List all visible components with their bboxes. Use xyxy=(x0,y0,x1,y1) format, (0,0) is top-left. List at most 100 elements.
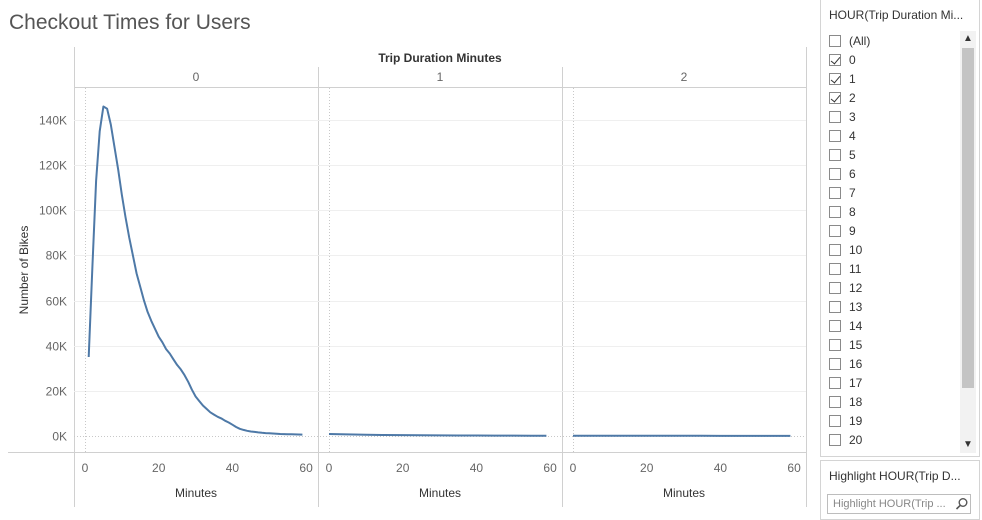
filter-item-label: 12 xyxy=(849,281,862,295)
series-line-panel-1 xyxy=(329,434,546,436)
x-axis-title: Minutes xyxy=(663,486,705,500)
scroll-thumb[interactable] xyxy=(962,48,974,388)
filter-item-19[interactable]: 19 xyxy=(829,411,959,430)
filter-item-7[interactable]: 7 xyxy=(829,183,959,202)
filter-item-10[interactable]: 10 xyxy=(829,240,959,259)
x-tick-label: 60 xyxy=(787,461,801,475)
filter-item-20[interactable]: 20 xyxy=(829,430,959,449)
filter-item-label: 13 xyxy=(849,300,862,314)
filter-item-15[interactable]: 15 xyxy=(829,335,959,354)
highlight-title: Highlight HOUR(Trip D... xyxy=(829,469,975,483)
filter-item-label: 7 xyxy=(849,186,856,200)
filter-checkbox[interactable] xyxy=(829,73,841,85)
filter-checkbox[interactable] xyxy=(829,339,841,351)
filter-item-16[interactable]: 16 xyxy=(829,354,959,373)
filter-item-3[interactable]: 3 xyxy=(829,107,959,126)
column-header-title: Trip Duration Minutes xyxy=(378,51,502,65)
filter-checkbox[interactable] xyxy=(829,187,841,199)
filter-item-label: 15 xyxy=(849,338,862,352)
filter-item-label: (All) xyxy=(849,34,870,48)
filter-item-9[interactable]: 9 xyxy=(829,221,959,240)
filter-checkbox[interactable] xyxy=(829,35,841,47)
filter-checkbox[interactable] xyxy=(829,54,841,66)
x-tick-label: 20 xyxy=(396,461,410,475)
y-tick-label: 20K xyxy=(46,385,67,399)
filter-item-label: 0 xyxy=(849,53,856,67)
filter-item-6[interactable]: 6 xyxy=(829,164,959,183)
series-line-panel-0 xyxy=(89,107,303,435)
filter-item-label: 3 xyxy=(849,110,856,124)
filter-item-all[interactable]: (All) xyxy=(829,31,959,50)
filter-item-label: 18 xyxy=(849,395,862,409)
filter-item-label: 8 xyxy=(849,205,856,219)
x-axis-title: Minutes xyxy=(419,486,461,500)
x-axis-title: Minutes xyxy=(175,486,217,500)
filter-checkbox[interactable] xyxy=(829,168,841,180)
x-tick-label: 20 xyxy=(640,461,654,475)
panel-header-2: 2 xyxy=(681,70,688,84)
filter-item-13[interactable]: 13 xyxy=(829,297,959,316)
filter-item-label: 14 xyxy=(849,319,862,333)
filter-checkbox[interactable] xyxy=(829,244,841,256)
filter-checkbox[interactable] xyxy=(829,434,841,446)
chevron-up-icon[interactable]: ▲ xyxy=(960,32,976,46)
x-tick-label: 60 xyxy=(299,461,313,475)
filter-item-label: 9 xyxy=(849,224,856,238)
filter-item-8[interactable]: 8 xyxy=(829,202,959,221)
highlight-search-input[interactable] xyxy=(827,494,971,514)
y-tick-label: 0K xyxy=(52,430,67,444)
filter-item-label: 11 xyxy=(849,262,861,276)
x-tick-label: 20 xyxy=(152,461,166,475)
filter-title: HOUR(Trip Duration Mi... xyxy=(829,8,975,22)
filter-item-label: 17 xyxy=(849,376,862,390)
search-icon[interactable] xyxy=(955,497,969,511)
filter-item-label: 1 xyxy=(849,72,856,86)
filter-checkbox[interactable] xyxy=(829,282,841,294)
filter-item-label: 10 xyxy=(849,243,862,257)
filter-checkbox[interactable] xyxy=(829,111,841,123)
filter-checkbox[interactable] xyxy=(829,358,841,370)
filter-item-label: 16 xyxy=(849,357,862,371)
y-axis-title: Number of Bikes xyxy=(17,226,31,315)
filter-item-17[interactable]: 17 xyxy=(829,373,959,392)
filter-checkbox[interactable] xyxy=(829,415,841,427)
highlight-panel: Highlight HOUR(Trip D... xyxy=(820,460,980,520)
filter-scrollbar[interactable]: ▲ ▼ xyxy=(960,31,976,453)
filter-item-label: 20 xyxy=(849,433,862,447)
filter-item-4[interactable]: 4 xyxy=(829,126,959,145)
filter-item-label: 2 xyxy=(849,91,856,105)
filter-checkbox[interactable] xyxy=(829,263,841,275)
filter-item-1[interactable]: 1 xyxy=(829,69,959,88)
filter-item-label: 6 xyxy=(849,167,856,181)
filter-item-11[interactable]: 11 xyxy=(829,259,959,278)
filter-checkbox[interactable] xyxy=(829,396,841,408)
filter-checkbox[interactable] xyxy=(829,225,841,237)
filter-checkbox[interactable] xyxy=(829,130,841,142)
filter-item-12[interactable]: 12 xyxy=(829,278,959,297)
chart-area: Trip Duration Minutes0K20K40K60K80K100K1… xyxy=(0,0,815,518)
y-tick-label: 140K xyxy=(39,114,67,128)
filter-checkbox[interactable] xyxy=(829,92,841,104)
filter-checkbox[interactable] xyxy=(829,320,841,332)
filter-checkbox[interactable] xyxy=(829,301,841,313)
x-tick-label: 0 xyxy=(326,461,333,475)
filter-item-label: 5 xyxy=(849,148,856,162)
filter-item-2[interactable]: 2 xyxy=(829,88,959,107)
panel-header-1: 1 xyxy=(437,70,444,84)
y-tick-label: 100K xyxy=(39,204,67,218)
filter-checkbox[interactable] xyxy=(829,149,841,161)
filter-item-14[interactable]: 14 xyxy=(829,316,959,335)
panel-header-0: 0 xyxy=(193,70,200,84)
chevron-down-icon[interactable]: ▼ xyxy=(960,438,976,452)
filter-item-5[interactable]: 5 xyxy=(829,145,959,164)
x-tick-label: 40 xyxy=(714,461,728,475)
x-tick-label: 40 xyxy=(226,461,240,475)
y-tick-label: 80K xyxy=(46,249,67,263)
filter-item-18[interactable]: 18 xyxy=(829,392,959,411)
filter-item-0[interactable]: 0 xyxy=(829,50,959,69)
filter-checkbox[interactable] xyxy=(829,377,841,389)
x-tick-label: 40 xyxy=(470,461,484,475)
filter-checkbox[interactable] xyxy=(829,206,841,218)
y-tick-label: 60K xyxy=(46,295,67,309)
